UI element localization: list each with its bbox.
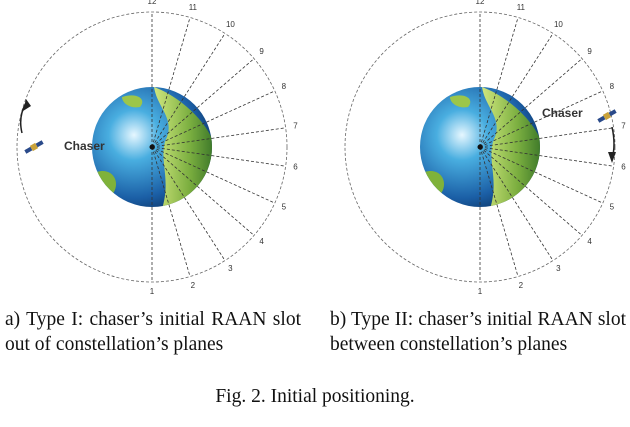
slot-label: 7: [293, 121, 298, 130]
slot-label: 12: [476, 0, 485, 6]
slot-label: 1: [478, 287, 483, 296]
satellite: [24, 139, 44, 154]
page: 123456789101112Chaser 123456789101112Cha…: [0, 0, 630, 427]
slot-label: 4: [587, 237, 592, 246]
slot-label: 5: [282, 202, 287, 211]
earth-center: [150, 145, 155, 150]
slot-label: 3: [556, 264, 561, 273]
slot-label: 8: [610, 82, 615, 91]
slot-label: 7: [621, 121, 626, 130]
slot-label: 2: [519, 281, 524, 290]
earth-center: [478, 145, 483, 150]
slot-label: 1: [150, 287, 155, 296]
slot-label: 5: [610, 202, 615, 211]
chaser-label: Chaser: [542, 106, 583, 120]
chaser-label: Chaser: [64, 139, 105, 153]
slot-label: 9: [587, 47, 592, 56]
slot-label: 10: [554, 20, 563, 29]
caption: a) Type I: chaser’s initial RAAN slot ou…: [5, 307, 301, 357]
caption: b) Type II: chaser’s initial RAAN slot b…: [330, 307, 626, 357]
slot-label: 9: [259, 47, 264, 56]
slot-label: 6: [621, 163, 626, 172]
satellite: [597, 108, 617, 123]
slot-label: 4: [259, 237, 264, 246]
slot-label: 12: [148, 0, 157, 6]
slot-label: 6: [293, 163, 298, 172]
slot-label: 10: [226, 20, 235, 29]
slot-label: 11: [517, 3, 526, 12]
slot-label: 8: [282, 82, 287, 91]
slot-label: 3: [228, 264, 233, 273]
figure-caption: Fig. 2. Initial positioning.: [0, 384, 630, 409]
slot-label: 2: [191, 281, 196, 290]
slot-label: 11: [189, 3, 198, 12]
